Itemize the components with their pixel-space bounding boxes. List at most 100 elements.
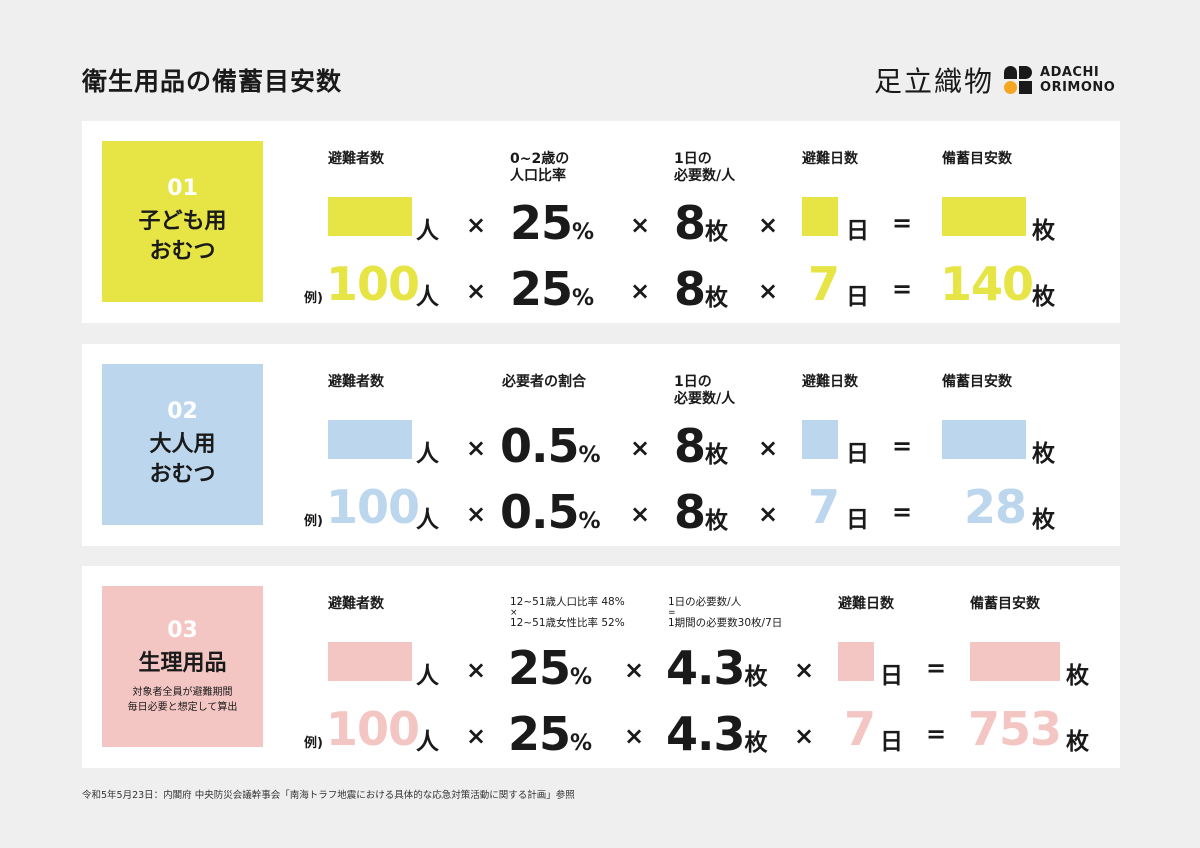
category-number: 02 [167, 399, 198, 424]
total-input-box [970, 642, 1060, 681]
label-ratio: 必要者の割合 [502, 374, 586, 390]
percent-unit: % [578, 443, 601, 468]
times-sign: × [630, 500, 651, 528]
category-note-line1: 対象者全員が避難期間 [132, 687, 233, 698]
equals-sign: = [892, 275, 913, 303]
unit-day: 日 [880, 729, 903, 755]
example-evacuees: 100 [326, 480, 420, 534]
logo-en-line2: ORIMONO [1040, 80, 1116, 95]
ratio-number: 0.5 [500, 485, 579, 539]
logo-japanese: 足立織物 [874, 65, 995, 98]
label-total: 備蓄目安数 [942, 151, 1012, 167]
times-sign: × [794, 722, 815, 750]
label-need-line1: 1日の必要数/人 [668, 596, 742, 608]
evacuees-input-box [328, 420, 412, 459]
equals-sign: = [892, 209, 913, 237]
evacuees-input-box [328, 642, 412, 681]
unit-person: 人 [416, 218, 439, 244]
ratio-number: 25 [508, 641, 571, 695]
label-ratio-line2: 12~51歳女性比率 52% [510, 617, 625, 629]
example-label: 例) [304, 736, 323, 751]
times-sign: × [758, 277, 779, 305]
unit-sheet: 枚 [1032, 218, 1055, 244]
label-days: 避難日数 [802, 151, 858, 167]
example-evacuees: 100 [326, 257, 420, 311]
total-input-box [942, 197, 1026, 236]
card-adult-diapers: 02 大人用 おむつ 避難者数 必要者の割合 1日の 必要数/人 避難日数 備蓄… [82, 344, 1120, 546]
label-days: 避難日数 [838, 596, 894, 612]
times-sign: × [630, 211, 651, 239]
example-label: 例) [304, 291, 323, 306]
unit-sheet: 枚 [1066, 729, 1089, 755]
category-badge: 01 子ども用 おむつ [102, 141, 263, 302]
unit-day: 日 [846, 441, 869, 467]
ratio-number: 25 [510, 262, 573, 316]
equals-sign: = [892, 498, 913, 526]
category-number: 03 [167, 618, 198, 643]
example-need: 8枚 [674, 488, 728, 536]
example-days: 7 [844, 702, 876, 756]
label-ratio-line1: 0~2歳の [510, 151, 570, 167]
need-value: 8枚 [674, 199, 728, 247]
category-badge: 03 生理用品 対象者全員が避難期間 毎日必要と想定して算出 [102, 586, 263, 747]
category-name-line1: 大人用 [149, 432, 216, 457]
sheet-unit: 枚 [744, 730, 768, 756]
times-sign: × [466, 722, 487, 750]
need-number: 8 [674, 262, 706, 316]
times-sign: × [630, 434, 651, 462]
label-need-line2: 必要数/人 [674, 168, 736, 184]
sheet-unit: 枚 [705, 442, 729, 468]
category-number: 01 [167, 176, 198, 201]
example-ratio: 25% [510, 265, 594, 313]
logo-mark-icon [1004, 66, 1033, 94]
times-sign: × [758, 434, 779, 462]
source-footnote: 令和5年5月23日：内閣府 中央防災会議幹事会「南海トラフ地震における具体的な応… [82, 790, 575, 801]
card-child-diapers: 01 子ども用 おむつ 避難者数 0~2歳の 人口比率 1日の 必要数/人 避難… [82, 121, 1120, 323]
card-sanitary-products: 03 生理用品 対象者全員が避難期間 毎日必要と想定して算出 避難者数 12~5… [82, 566, 1120, 768]
need-number: 8 [674, 196, 706, 250]
example-total: 753 [968, 702, 1062, 756]
ratio-value: 25% [510, 199, 594, 247]
unit-day: 日 [880, 663, 903, 689]
unit-person: 人 [416, 663, 439, 689]
label-need-line1: 1日の [674, 151, 712, 167]
need-value: 4.3枚 [666, 644, 768, 692]
category-name-line1: 子ども用 [138, 209, 227, 234]
ratio-value: 0.5% [500, 422, 601, 470]
example-total: 28 [964, 480, 1027, 534]
unit-sheet: 枚 [1032, 441, 1055, 467]
example-total: 140 [940, 257, 1034, 311]
times-sign: × [794, 656, 815, 684]
evacuees-input-box [328, 197, 412, 236]
total-input-box [942, 420, 1026, 459]
example-days: 7 [808, 257, 840, 311]
unit-person: 人 [416, 729, 439, 755]
need-number: 8 [674, 485, 706, 539]
label-need-line2: 必要数/人 [674, 391, 736, 407]
times-sign: × [758, 500, 779, 528]
sheet-unit: 枚 [705, 508, 729, 534]
sheet-unit: 枚 [705, 219, 729, 245]
percent-unit: % [570, 731, 593, 756]
category-badge: 02 大人用 おむつ [102, 364, 263, 525]
category-name: 生理用品 [138, 651, 227, 676]
days-input-box [838, 642, 874, 681]
times-sign: × [624, 656, 645, 684]
need-number: 8 [674, 419, 706, 473]
unit-person: 人 [416, 507, 439, 533]
example-ratio: 0.5% [500, 488, 601, 536]
sheet-unit: 枚 [705, 285, 729, 311]
percent-unit: % [570, 665, 593, 690]
label-total: 備蓄目安数 [942, 374, 1012, 390]
label-total: 備蓄目安数 [970, 596, 1040, 612]
unit-sheet: 枚 [1032, 284, 1055, 310]
example-label: 例) [304, 514, 323, 529]
page-title: 衛生用品の備蓄目安数 [82, 67, 343, 96]
times-sign: × [758, 211, 779, 239]
label-days: 避難日数 [802, 374, 858, 390]
label-need-equals: = [668, 608, 676, 618]
example-days: 7 [808, 480, 840, 534]
unit-sheet: 枚 [1032, 507, 1055, 533]
logo-english: ADACHI ORIMONO [1040, 65, 1115, 95]
ratio-number: 25 [508, 707, 571, 761]
